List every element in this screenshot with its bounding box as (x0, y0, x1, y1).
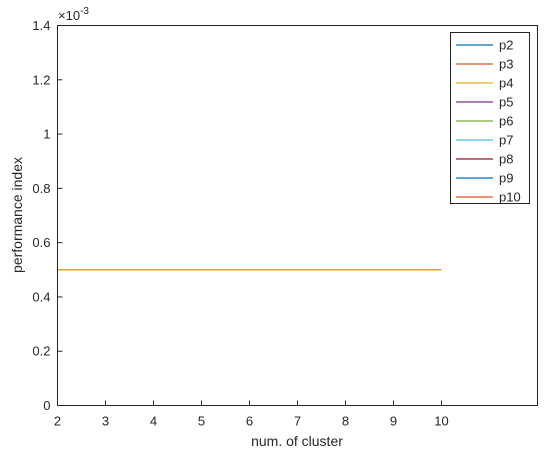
legend-items: p2 p3 p4 p5 p6 p7 p8 p9 p10 (456, 38, 521, 205)
legend-box (450, 32, 530, 204)
y-tick-label: 0.4 (32, 289, 50, 304)
x-tick-label: 2 (54, 414, 61, 429)
y-tick-label: 1.2 (32, 72, 50, 87)
legend-label-p7: p7 (499, 133, 513, 148)
x-tick-label: 6 (246, 414, 253, 429)
y-tick-label: 0.6 (32, 235, 50, 250)
x-tick-label: 7 (294, 414, 301, 429)
x-tick-label: 3 (102, 414, 109, 429)
y-tick-label: 0.8 (32, 181, 50, 196)
legend-label-p10: p10 (499, 190, 521, 205)
legend-label-p8: p8 (499, 152, 513, 167)
legend-label-p2: p2 (499, 38, 513, 53)
y-tick-label: 0 (43, 398, 50, 413)
y-axis-exponent: ×10-3 (58, 6, 89, 23)
y-tick-label: 0.2 (32, 344, 50, 359)
legend-label-p6: p6 (499, 114, 513, 129)
y-axis-label: performance index (9, 157, 25, 273)
x-tick-label: 5 (198, 414, 205, 429)
x-tick-label: 9 (390, 414, 397, 429)
y-axis-exponent-power: -3 (80, 6, 89, 17)
legend-label-p3: p3 (499, 57, 513, 72)
legend-label-p5: p5 (499, 95, 513, 110)
series-layer (57, 269, 442, 271)
legend-label-p9: p9 (499, 171, 513, 186)
legend: p2 p3 p4 p5 p6 p7 p8 p9 p10 (450, 32, 530, 205)
x-axis: 2 3 4 5 6 7 8 9 10 (54, 400, 449, 429)
legend-label-p4: p4 (499, 76, 513, 91)
x-axis-label: num. of cluster (251, 433, 343, 449)
y-axis: 0 0.2 0.4 0.6 0.8 1 1.2 1.4 (32, 18, 63, 413)
y-axis-exponent-base: ×10 (58, 8, 80, 23)
x-tick-label: 10 (434, 414, 448, 429)
x-tick-label: 8 (342, 414, 349, 429)
y-tick-label: 1 (43, 127, 50, 142)
x-tick-label: 4 (150, 414, 157, 429)
y-tick-label: 1.4 (32, 18, 50, 33)
